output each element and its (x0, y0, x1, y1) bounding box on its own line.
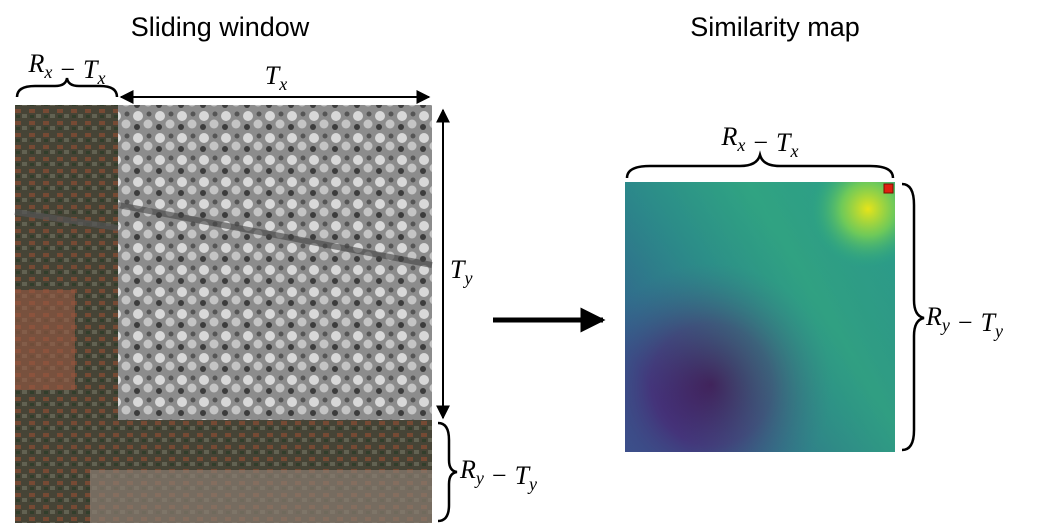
math-label: Tx (265, 61, 287, 94)
operator: − (60, 55, 75, 84)
operator: − (492, 461, 507, 490)
satellite-image (15, 105, 432, 523)
math-label: Ry−Ty (459, 455, 537, 494)
variable: R (459, 455, 476, 484)
variable: R (925, 302, 942, 331)
subscript: x (736, 135, 745, 155)
left-title: Sliding window (131, 12, 310, 42)
subscript: y (462, 268, 472, 288)
variable: R (720, 122, 737, 151)
operator: − (753, 128, 768, 157)
subscript: x (43, 62, 52, 82)
subscript: y (527, 474, 537, 494)
math-label: Ty (450, 255, 472, 288)
subscript: y (940, 315, 950, 335)
figure: Sliding window Similarity map Rx−Tx Tx Ty R… (0, 0, 1040, 523)
subscript: x (97, 68, 106, 88)
math-label: Rx−Tx (720, 122, 798, 161)
math-label: Rx−Tx (27, 49, 105, 88)
right-title: Similarity map (690, 12, 860, 42)
subscript: x (790, 141, 799, 161)
subscript: y (474, 468, 484, 488)
side-brace (438, 423, 457, 521)
map-top-brace (627, 155, 893, 178)
subscript: y (993, 321, 1003, 341)
similarity-map (625, 182, 895, 452)
subscript: x (278, 74, 287, 94)
variable: R (27, 49, 44, 78)
map-side-brace (902, 184, 924, 450)
math-label: Ry−Ty (925, 302, 1003, 341)
operator: − (958, 308, 973, 337)
